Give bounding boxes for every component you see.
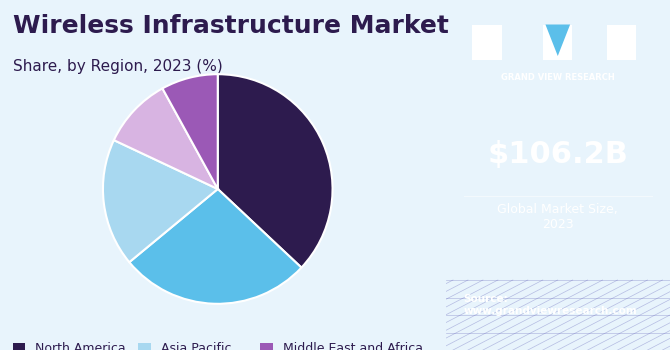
- Wedge shape: [162, 74, 218, 189]
- Text: Source:
www.grandviewresearch.com: Source: www.grandviewresearch.com: [464, 294, 637, 316]
- Legend: North America, Europe, Asia Pacific, Latin America, Middle East and Africa: North America, Europe, Asia Pacific, Lat…: [8, 337, 427, 350]
- Text: Share, by Region, 2023 (%): Share, by Region, 2023 (%): [13, 60, 223, 75]
- FancyBboxPatch shape: [543, 25, 572, 60]
- Text: $106.2B: $106.2B: [487, 140, 628, 169]
- Wedge shape: [103, 140, 218, 262]
- Wedge shape: [218, 74, 332, 268]
- Text: Wireless Infrastructure Market: Wireless Infrastructure Market: [13, 14, 450, 38]
- FancyBboxPatch shape: [607, 25, 636, 60]
- Polygon shape: [545, 25, 570, 56]
- FancyBboxPatch shape: [472, 25, 502, 60]
- Text: GRAND VIEW RESEARCH: GRAND VIEW RESEARCH: [501, 74, 614, 83]
- Wedge shape: [114, 89, 218, 189]
- Text: Global Market Size,
2023: Global Market Size, 2023: [497, 203, 618, 231]
- Wedge shape: [129, 189, 302, 304]
